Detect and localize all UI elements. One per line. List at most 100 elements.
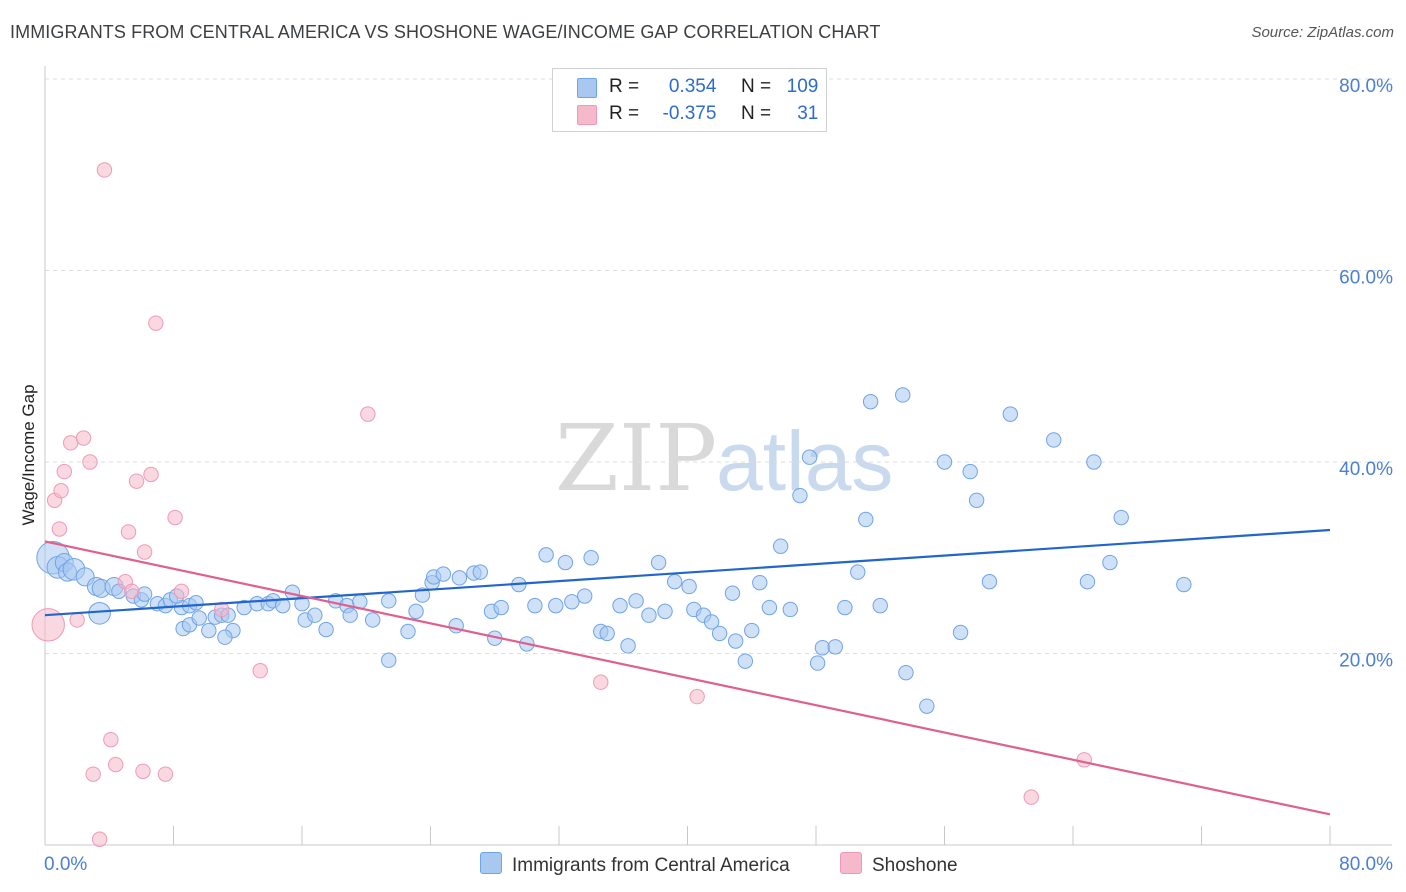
point-shoshone	[593, 674, 609, 690]
point-central-america	[493, 599, 509, 616]
legend-n-label: N =	[740, 103, 772, 124]
source-label: Source: ZipAtlas.com	[1251, 24, 1394, 41]
point-shoshone	[252, 663, 268, 679]
point-shoshone	[157, 766, 174, 782]
point-central-america	[1102, 554, 1118, 571]
point-central-america	[850, 564, 866, 580]
point-shoshone	[167, 509, 183, 526]
point-central-america	[318, 621, 334, 638]
point-shoshone	[128, 473, 145, 489]
point-central-america	[801, 449, 818, 465]
point-shoshone	[103, 731, 119, 748]
tick-labels: 20.0% 40.0% 60.0% 80.0% 0.0% 80.0%	[44, 76, 1393, 875]
point-central-america	[814, 640, 831, 656]
point-central-america	[1046, 432, 1062, 448]
point-shoshone	[148, 315, 164, 331]
x-tick-label-max: 80.0%	[1339, 854, 1393, 875]
correlation-legend: R = 0.354 N = 109 R = -0.375 N = 31	[552, 68, 827, 132]
point-central-america	[641, 607, 657, 623]
legend-n-value: 31	[797, 103, 819, 124]
watermark-zip: ZIP	[555, 405, 717, 512]
point-shoshone	[53, 483, 69, 499]
point-central-america	[782, 601, 798, 618]
legend-r-label: R =	[609, 76, 640, 97]
chart-title: IMMIGRANTS FROM CENTRAL AMERICA VS SHOSH…	[10, 22, 881, 42]
series-central-america-points	[36, 387, 1192, 714]
point-shoshone	[173, 583, 190, 599]
point-central-america	[612, 597, 628, 614]
trend-lines	[44, 528, 1331, 816]
legend-n-label: N =	[740, 76, 772, 97]
point-central-america	[307, 607, 323, 623]
point-central-america	[727, 633, 744, 649]
point-shoshone	[82, 454, 98, 470]
point-central-america	[711, 625, 728, 642]
point-central-america	[201, 622, 217, 639]
point-shoshone	[124, 583, 140, 599]
point-central-america	[1176, 576, 1192, 593]
point-shoshone	[91, 831, 108, 847]
point-central-america	[650, 554, 667, 571]
point-central-america	[538, 547, 554, 563]
y-tick-label: 20.0%	[1339, 651, 1393, 672]
point-central-america	[681, 578, 697, 595]
point-central-america	[381, 593, 397, 609]
point-central-america	[666, 573, 683, 590]
legend-r-value: 0.354	[668, 76, 717, 97]
point-shoshone	[1076, 752, 1092, 768]
point-shoshone	[96, 162, 113, 178]
legend-swatch-blue	[577, 78, 597, 98]
point-central-america	[564, 594, 580, 610]
point-central-america	[342, 607, 358, 623]
point-shoshone	[1023, 789, 1039, 805]
point-shoshone	[62, 435, 79, 451]
zipatlas-watermark: ZIP atlas	[555, 405, 893, 512]
point-central-america	[968, 492, 985, 508]
point-central-america	[952, 624, 969, 641]
legend-r-label: R =	[609, 103, 640, 124]
point-shoshone	[107, 756, 124, 773]
gridlines	[45, 78, 1392, 654]
point-central-america	[724, 585, 741, 601]
point-central-america	[962, 463, 978, 480]
bottom-legend-swatch-blue	[480, 852, 502, 874]
point-central-america	[981, 573, 998, 590]
point-shoshone	[31, 608, 65, 642]
point-central-america	[737, 653, 754, 669]
point-central-america	[1113, 509, 1129, 526]
point-central-america	[827, 639, 843, 655]
point-central-america	[1079, 573, 1096, 590]
y-tick-label: 80.0%	[1339, 76, 1393, 97]
point-central-america	[136, 586, 153, 602]
point-central-america	[858, 511, 874, 528]
point-central-america	[872, 597, 888, 614]
point-shoshone	[56, 463, 72, 480]
bottom-legend-swatch-pink	[840, 852, 862, 874]
point-shoshone	[135, 763, 151, 779]
point-central-america	[583, 550, 599, 566]
point-shoshone	[689, 688, 705, 705]
bottom-legend-label: Immigrants from Central America	[512, 855, 790, 876]
point-central-america	[919, 698, 935, 714]
trend-line-shoshone	[44, 540, 1331, 816]
point-shoshone	[143, 466, 159, 483]
point-shoshone	[136, 544, 153, 560]
point-central-america	[898, 664, 914, 681]
point-central-america	[527, 597, 543, 614]
point-central-america	[837, 599, 853, 616]
y-tick-label: 60.0%	[1339, 268, 1393, 289]
point-central-america	[364, 612, 381, 628]
bottom-legend-shoshone: Shoshone	[840, 852, 958, 878]
point-central-america	[628, 593, 644, 609]
point-central-america	[400, 623, 416, 640]
point-shoshone	[360, 406, 376, 422]
trend-line-central-america	[44, 528, 1331, 617]
point-central-america	[557, 554, 574, 571]
point-shoshone	[75, 430, 92, 446]
point-shoshone	[51, 521, 68, 537]
point-central-america	[1086, 454, 1102, 470]
point-central-america	[895, 387, 911, 403]
point-central-america	[381, 652, 397, 668]
point-central-america	[472, 564, 488, 580]
